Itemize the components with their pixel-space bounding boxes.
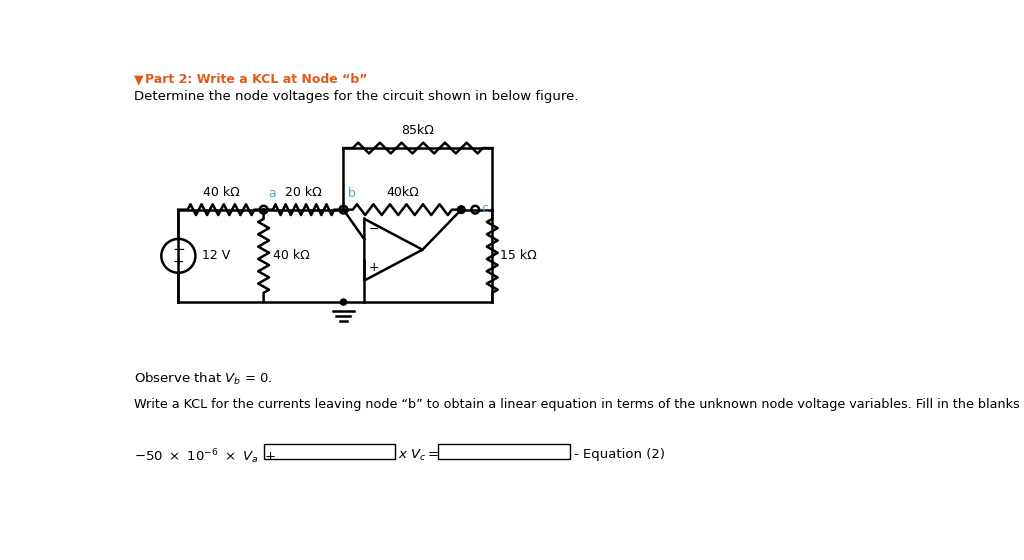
Text: +: + bbox=[173, 255, 184, 269]
Text: Observe that $V_b$ = 0.: Observe that $V_b$ = 0. bbox=[134, 371, 272, 388]
Text: −: − bbox=[172, 242, 184, 257]
Text: Write a KCL for the currents leaving node “b” to obtain a linear equation in ter: Write a KCL for the currents leaving nod… bbox=[134, 398, 1024, 411]
Text: Part 2: Write a KCL at Node “b”: Part 2: Write a KCL at Node “b” bbox=[145, 73, 368, 86]
Text: Determine the node voltages for the circuit shown in below figure.: Determine the node voltages for the circ… bbox=[134, 90, 579, 103]
Text: c: c bbox=[481, 202, 488, 214]
Text: 85kΩ: 85kΩ bbox=[401, 124, 434, 137]
Text: 40kΩ: 40kΩ bbox=[386, 186, 419, 199]
Bar bbox=[438, 444, 569, 459]
Text: +: + bbox=[369, 262, 380, 274]
Text: 15 kΩ: 15 kΩ bbox=[500, 249, 537, 262]
Text: $x\ V_c =$: $x\ V_c =$ bbox=[398, 447, 439, 463]
Text: −: − bbox=[369, 223, 380, 236]
Text: a: a bbox=[268, 188, 276, 200]
Text: b: b bbox=[348, 188, 356, 200]
Bar bbox=[263, 444, 395, 459]
Text: 12 V: 12 V bbox=[202, 249, 229, 262]
Text: ▼: ▼ bbox=[134, 73, 148, 86]
Text: 40 kΩ: 40 kΩ bbox=[203, 186, 240, 199]
Text: $-50\ \times\ 10^{-6}\ \times\ V_a\ +$: $-50\ \times\ 10^{-6}\ \times\ V_a\ +$ bbox=[134, 447, 276, 466]
Text: 20 kΩ: 20 kΩ bbox=[285, 186, 322, 199]
Circle shape bbox=[340, 299, 346, 305]
Circle shape bbox=[458, 206, 465, 213]
Text: - Equation (2): - Equation (2) bbox=[574, 447, 666, 460]
Text: 40 kΩ: 40 kΩ bbox=[273, 249, 309, 262]
